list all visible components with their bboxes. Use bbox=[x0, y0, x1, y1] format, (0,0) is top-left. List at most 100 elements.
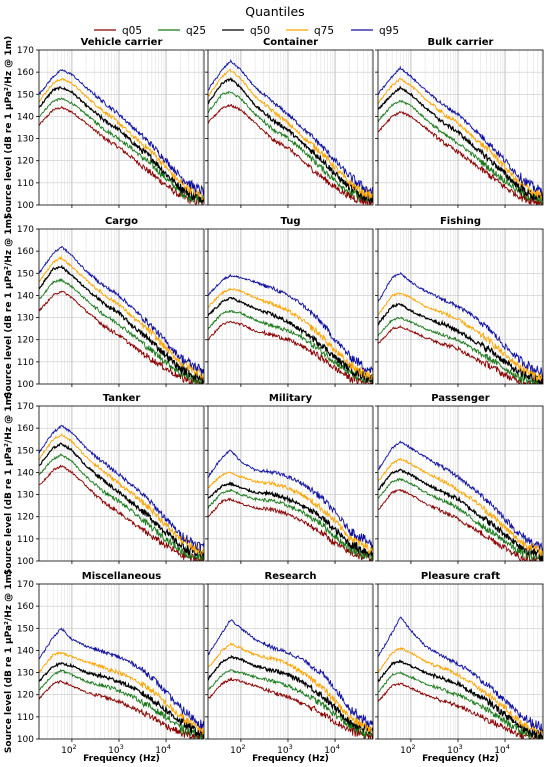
series-line-q50 bbox=[378, 468, 543, 561]
series-line-q25 bbox=[39, 453, 204, 561]
x-axis-label: Frequency (Hz) bbox=[83, 754, 160, 764]
series-line-q50 bbox=[378, 302, 543, 384]
panel-title: Tug bbox=[281, 216, 301, 227]
x-tick-label: 104 bbox=[494, 743, 510, 756]
y-tick-label: 120 bbox=[17, 157, 34, 167]
plot-frame bbox=[377, 49, 544, 206]
x-axis-label: Frequency (Hz) bbox=[252, 754, 329, 764]
series-line-q25 bbox=[39, 278, 204, 384]
y-tick-label: 140 bbox=[17, 112, 34, 122]
legend-item-q50: q50 bbox=[222, 25, 270, 37]
series-lines bbox=[378, 440, 543, 561]
series-line-q05 bbox=[208, 677, 373, 739]
series-lines bbox=[208, 619, 373, 739]
plot-frame bbox=[38, 228, 205, 385]
series-line-q25 bbox=[208, 488, 373, 561]
series-lines bbox=[39, 245, 204, 384]
y-tick-label: 160 bbox=[17, 68, 34, 78]
plot-frame bbox=[38, 49, 205, 206]
legend-item-q75: q75 bbox=[286, 25, 334, 37]
plot-frame bbox=[207, 49, 374, 206]
series-lines bbox=[378, 616, 543, 739]
series-line-q50 bbox=[378, 659, 543, 739]
series-line-q05 bbox=[39, 464, 204, 561]
y-tick-label: 130 bbox=[17, 669, 34, 679]
y-tick-label: 110 bbox=[17, 179, 34, 189]
series-line-q25 bbox=[378, 477, 543, 561]
series-line-q95 bbox=[39, 424, 204, 551]
series-lines bbox=[208, 59, 373, 205]
series-line-q05 bbox=[378, 488, 543, 561]
y-tick-label: 150 bbox=[17, 446, 34, 456]
x-tick-label: 102 bbox=[400, 743, 416, 756]
panel-military: Military bbox=[205, 393, 374, 564]
x-tick-label: 102 bbox=[61, 743, 77, 756]
legend-item-q95: q95 bbox=[351, 25, 399, 37]
legend-item-q05: q05 bbox=[94, 25, 142, 37]
series-line-q05 bbox=[39, 680, 204, 739]
x-tick-label: 103 bbox=[108, 743, 124, 756]
panel-title: Cargo bbox=[105, 216, 138, 227]
grid bbox=[207, 229, 373, 384]
series-line-q75 bbox=[378, 292, 543, 381]
y-tick-label: 170 bbox=[17, 580, 34, 590]
series-line-q05 bbox=[378, 682, 543, 739]
series-line-q05 bbox=[378, 325, 543, 384]
series-line-q25 bbox=[378, 99, 543, 205]
series-line-q25 bbox=[208, 669, 373, 739]
y-tick-label: 170 bbox=[17, 46, 34, 56]
series-line-q50 bbox=[378, 85, 543, 201]
y-tick-label: 100 bbox=[17, 557, 34, 567]
series-line-q50 bbox=[39, 661, 204, 739]
y-tick-label: 100 bbox=[17, 380, 34, 390]
y-tick-label: 140 bbox=[17, 646, 34, 656]
y-axis-label: Source level (dB re 1 μPa²/Hz @ 1m) bbox=[4, 36, 14, 219]
panel-passenger: Passenger bbox=[375, 393, 544, 564]
panel-title: Passenger bbox=[431, 393, 490, 404]
panel-title: Container bbox=[263, 37, 318, 48]
series-line-q95 bbox=[208, 619, 373, 728]
series-lines bbox=[39, 69, 204, 205]
panel-title: Vehicle carrier bbox=[81, 37, 163, 48]
y-tick-label: 120 bbox=[17, 691, 34, 701]
series-line-q75 bbox=[378, 77, 543, 200]
series-line-q75 bbox=[39, 433, 204, 557]
series-line-q75 bbox=[39, 78, 204, 201]
series-line-q95 bbox=[378, 440, 543, 551]
x-tick-label: 103 bbox=[447, 743, 463, 756]
y-tick-label: 110 bbox=[17, 535, 34, 545]
series-line-q05 bbox=[208, 497, 373, 561]
y-tick-label: 130 bbox=[17, 491, 34, 501]
plot-frame bbox=[377, 405, 544, 562]
grid bbox=[377, 229, 543, 384]
series-line-q05 bbox=[39, 290, 204, 384]
panel-tug: Tug bbox=[205, 216, 374, 387]
x-tick-label: 104 bbox=[324, 743, 340, 756]
series-line-q95 bbox=[39, 245, 204, 374]
legend-label: q50 bbox=[250, 25, 270, 37]
y-tick-label: 150 bbox=[17, 90, 34, 100]
panel-title: Tanker bbox=[103, 393, 141, 404]
series-line-q95 bbox=[208, 59, 373, 195]
legend-item-q25: q25 bbox=[158, 25, 206, 37]
y-tick-label: 160 bbox=[17, 424, 34, 434]
series-line-q95 bbox=[39, 69, 204, 196]
y-tick-label: 130 bbox=[17, 135, 34, 145]
legend-items: q05 q25 q50 q75 q95 bbox=[94, 25, 399, 37]
plot-frame bbox=[207, 228, 374, 385]
series-line-q05 bbox=[208, 103, 373, 205]
y-tick-label: 110 bbox=[17, 713, 34, 723]
y-tick-label: 160 bbox=[17, 602, 34, 612]
series-line-q95 bbox=[378, 271, 543, 379]
plot-frame bbox=[207, 583, 374, 740]
series-line-q25 bbox=[378, 316, 543, 384]
y-tick-label: 130 bbox=[17, 314, 34, 324]
x-tick-label: 103 bbox=[277, 743, 293, 756]
plot-frame bbox=[207, 405, 374, 562]
series-line-q05 bbox=[208, 320, 373, 384]
panel-title: Miscellaneous bbox=[82, 571, 162, 582]
series-line-q75 bbox=[208, 471, 373, 555]
